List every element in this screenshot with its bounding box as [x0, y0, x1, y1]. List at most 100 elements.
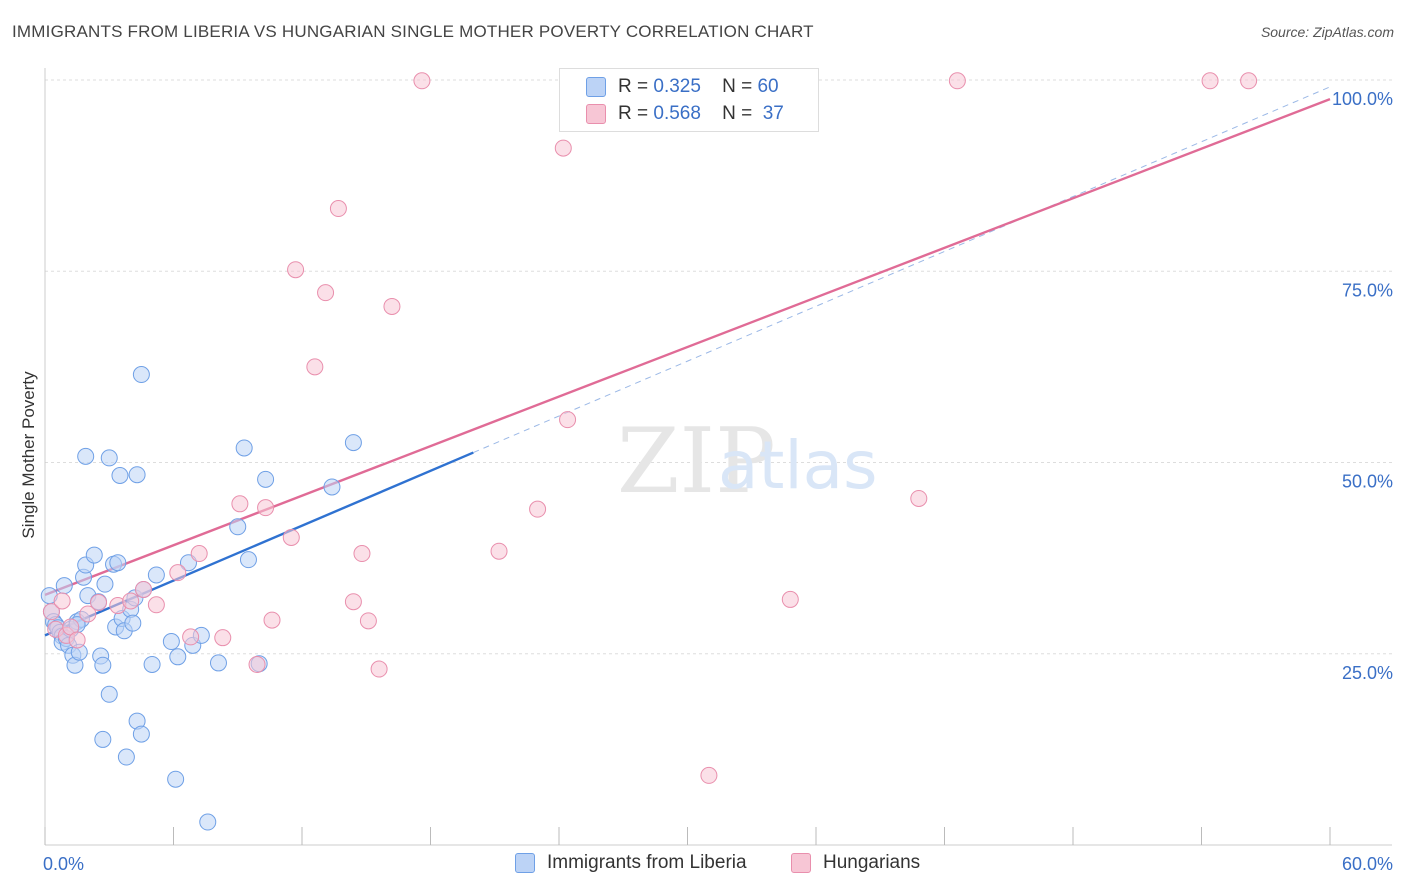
point-hungarian	[948, 72, 966, 90]
y-tick-label: 25.0%	[1342, 663, 1393, 683]
x-tick-label: 0.0%	[43, 854, 84, 874]
point-liberia	[132, 725, 150, 743]
point-liberia	[94, 656, 112, 674]
point-liberia	[96, 575, 114, 593]
point-liberia	[132, 366, 150, 384]
point-hungarian	[282, 528, 300, 546]
point-hungarian	[370, 660, 388, 678]
point-hungarian	[214, 629, 232, 647]
point-liberia	[124, 614, 142, 632]
legend-swatch-pink	[791, 853, 811, 873]
y-axis-label: Single Mother Poverty	[19, 371, 38, 539]
point-hungarian	[182, 628, 200, 646]
legend-n-label: N =	[722, 103, 753, 124]
legend-swatch-pink	[586, 104, 606, 124]
point-liberia	[55, 577, 73, 595]
point-hungarian	[79, 605, 97, 623]
point-liberia	[167, 770, 185, 788]
legend-row-hungarians: R = 0.568 N = 37	[586, 102, 784, 126]
point-liberia	[235, 439, 253, 457]
point-hungarian	[306, 358, 324, 376]
legend-series1-label: Immigrants from Liberia	[547, 852, 747, 873]
point-hungarian	[413, 72, 431, 90]
series-legend: Immigrants from Liberia Hungarians	[0, 852, 1406, 878]
legend-n-value: 37	[762, 103, 784, 124]
legend-r-value: 0.325	[653, 76, 701, 97]
data-points	[40, 72, 1258, 831]
point-liberia	[100, 449, 118, 467]
point-liberia	[111, 467, 129, 485]
point-liberia	[239, 551, 257, 569]
watermark-atlas: atlas	[718, 427, 878, 504]
point-hungarian	[781, 590, 799, 608]
point-liberia	[229, 518, 247, 536]
y-tick-label: 100.0%	[1332, 89, 1393, 109]
point-liberia	[77, 447, 95, 465]
point-hungarian	[529, 500, 547, 518]
point-liberia	[143, 655, 161, 673]
chart-title: IMMIGRANTS FROM LIBERIA VS HUNGARIAN SIN…	[12, 22, 814, 41]
point-hungarian	[554, 139, 572, 157]
legend-r-label: R =	[618, 76, 649, 97]
point-hungarian	[329, 200, 347, 218]
legend-swatch-blue	[515, 853, 535, 873]
legend-series2-label: Hungarians	[823, 852, 921, 873]
point-hungarian	[1240, 72, 1258, 90]
axes	[44, 68, 1392, 846]
legend-swatch-blue	[586, 77, 606, 97]
point-hungarian	[353, 545, 371, 563]
point-liberia	[94, 730, 112, 748]
point-liberia	[100, 685, 118, 703]
point-liberia	[199, 813, 217, 831]
point-hungarian	[317, 284, 335, 302]
point-hungarian	[190, 545, 208, 563]
point-hungarian	[169, 564, 187, 582]
point-hungarian	[287, 261, 305, 279]
watermark-zip: ZIP	[617, 409, 776, 514]
legend-item-liberia: Immigrants from Liberia	[515, 852, 747, 874]
stats-legend: R = 0.325 N = 60 R = 0.568 N = 37	[559, 68, 819, 132]
y-tick-label: 50.0%	[1342, 472, 1393, 492]
point-liberia	[162, 633, 180, 651]
point-liberia	[117, 748, 135, 766]
y-tick-label: 75.0%	[1342, 280, 1393, 300]
legend-r-value: 0.568	[653, 103, 701, 124]
legend-item-hungarians: Hungarians	[791, 852, 920, 874]
point-liberia	[323, 478, 341, 496]
source-credit: Source: ZipAtlas.com	[1260, 24, 1394, 40]
trend-lines	[44, 86, 1331, 637]
point-hungarian	[700, 766, 718, 784]
x-tick-label: 60.0%	[1342, 854, 1393, 874]
point-hungarian	[68, 631, 86, 649]
point-hungarian	[135, 580, 153, 598]
point-liberia	[169, 648, 187, 666]
legend-row-liberia: R = 0.325 N = 60	[586, 75, 779, 99]
point-hungarian	[122, 592, 140, 610]
point-hungarian	[231, 495, 249, 513]
point-liberia	[128, 466, 146, 484]
point-hungarian	[53, 592, 71, 610]
point-hungarian	[383, 297, 401, 315]
point-hungarian	[257, 499, 275, 517]
point-hungarian	[344, 593, 362, 611]
point-liberia	[344, 434, 362, 452]
point-liberia	[209, 654, 227, 672]
point-hungarian	[559, 411, 577, 429]
point-liberia	[85, 546, 103, 564]
point-liberia	[147, 566, 165, 584]
point-hungarian	[910, 489, 928, 507]
point-hungarian	[248, 655, 266, 673]
point-hungarian	[42, 603, 60, 621]
point-hungarian	[359, 612, 377, 630]
point-hungarian	[490, 542, 508, 560]
point-liberia	[109, 554, 127, 572]
legend-n-value: 60	[757, 76, 779, 97]
legend-r-label: R =	[618, 103, 649, 124]
point-hungarian	[90, 593, 108, 611]
point-liberia	[257, 470, 275, 488]
legend-n-label: N =	[722, 76, 753, 97]
trend-line	[473, 86, 1331, 454]
point-hungarian	[147, 596, 165, 614]
point-hungarian	[1201, 72, 1219, 90]
